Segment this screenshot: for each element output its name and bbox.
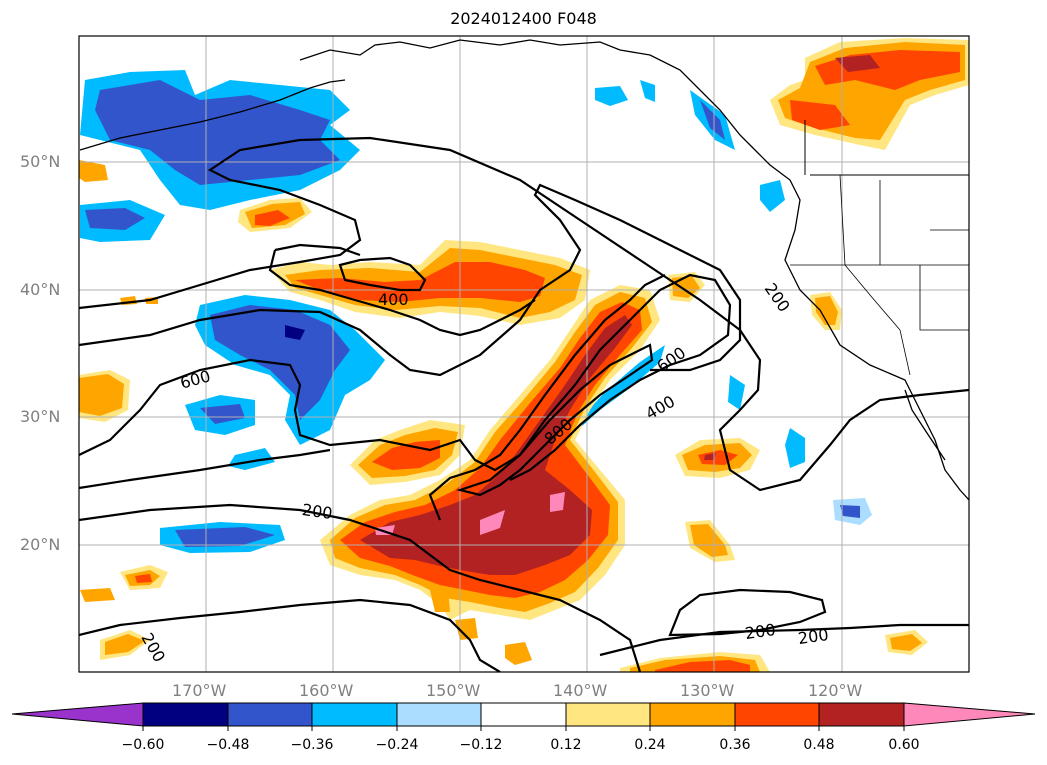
colorbar-tick: 0.36: [719, 737, 751, 753]
lon-label-170w: 170°W: [172, 681, 227, 700]
colorbar-tick: 0.12: [550, 737, 582, 753]
colorbar-tick: −0.24: [375, 737, 419, 753]
contour-label-200-central: 200: [300, 499, 334, 524]
shaded-field: [79, 38, 969, 672]
plot-frame: [78, 35, 970, 673]
colorbar-tick: −0.36: [290, 737, 334, 753]
colorbar: [11, 702, 1036, 731]
map-title: 2024012400 F048: [450, 9, 597, 28]
lon-label-130w: 130°W: [680, 681, 735, 700]
lon-label-120w: 120°W: [808, 681, 863, 700]
lat-label-40n: 40°N: [20, 280, 61, 299]
lon-label-160w: 160°W: [299, 681, 354, 700]
colorbar-tick: −0.60: [121, 737, 165, 753]
contour-label-400-north: 400: [378, 290, 409, 309]
colorbar-tick: −0.48: [206, 737, 250, 753]
colorbar-tick: −0.12: [459, 737, 503, 753]
lon-label-150w: 150°W: [426, 681, 481, 700]
coastlines: [79, 39, 969, 501]
contour-lines: [79, 136, 969, 672]
gridlines: [79, 36, 969, 672]
lat-label-20n: 20°N: [20, 535, 61, 554]
colorbar-tick: 0.60: [888, 737, 920, 753]
colorbar-tick: 0.24: [634, 737, 666, 753]
colorbar-tick: 0.48: [803, 737, 835, 753]
lon-label-140w: 140°W: [553, 681, 608, 700]
lat-label-30n: 30°N: [20, 407, 61, 426]
lat-label-50n: 50°N: [20, 152, 61, 171]
